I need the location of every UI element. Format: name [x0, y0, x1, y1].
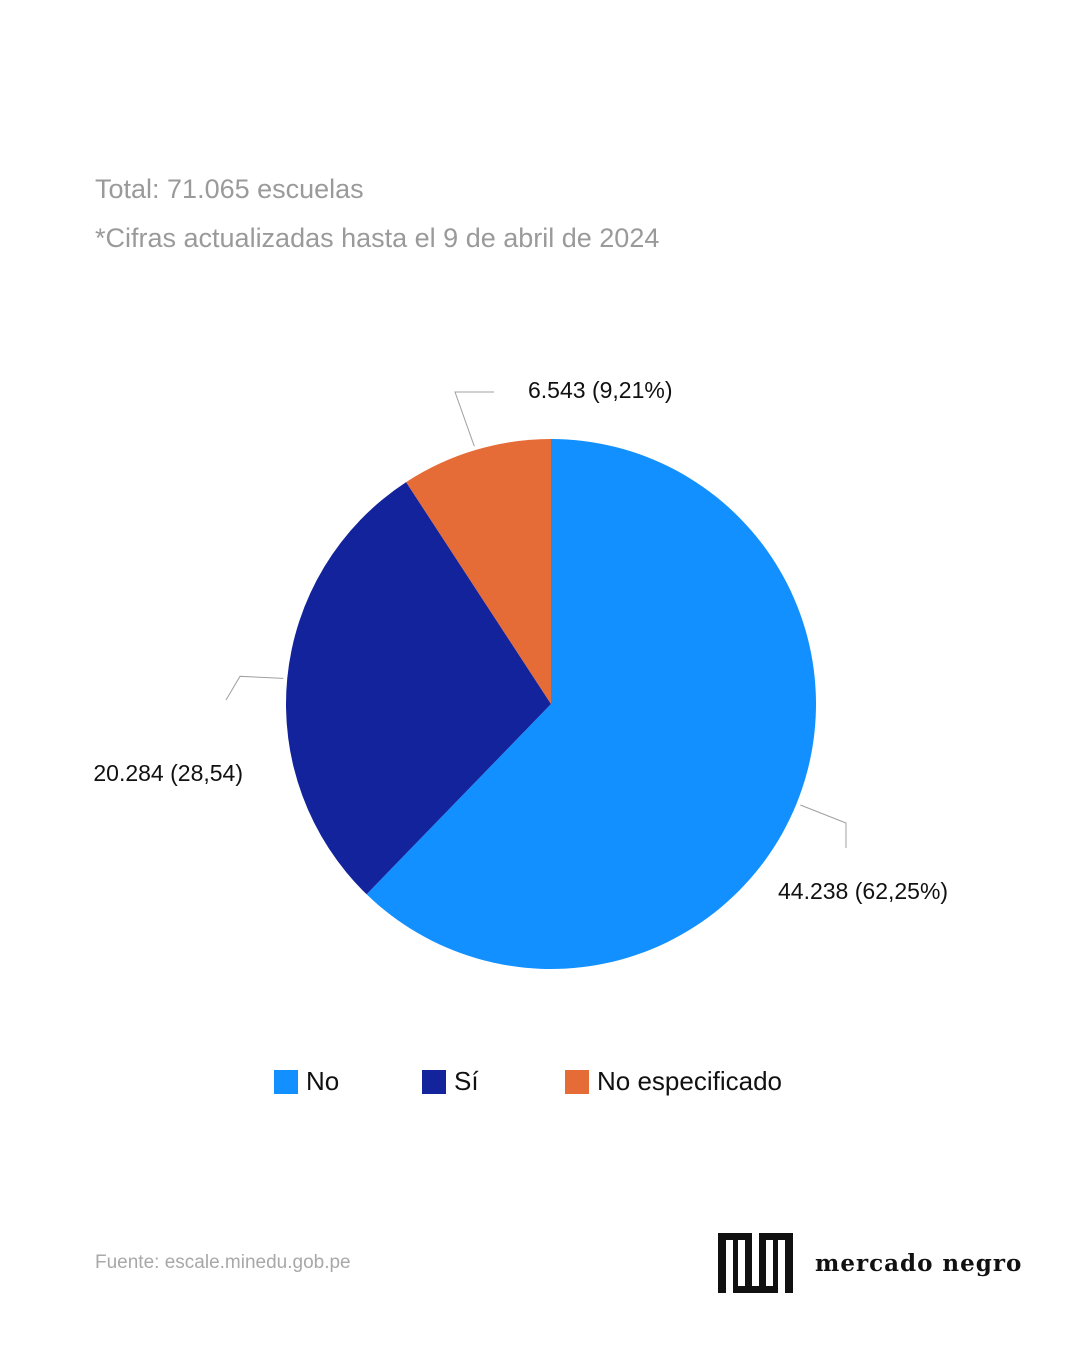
- pie-chart: 44.238 (62,25%) 20.284 (28,54) 6.543 (9,21…: [93, 377, 948, 970]
- slice-no: [366, 439, 817, 970]
- legend-label-no-especificado: No especificado: [597, 1066, 782, 1096]
- mercado-negro-logo-icon: [718, 1233, 793, 1293]
- leader-line-no-especificado: [454, 391, 494, 447]
- legend: No Sí No especificado: [0, 1066, 1080, 1106]
- brand-logo: mercado negro: [718, 1233, 1022, 1293]
- slice-no-especificado: [406, 439, 551, 704]
- leader-line-si: [225, 675, 284, 701]
- brand-name: mercado negro: [815, 1249, 1023, 1277]
- legend-label-no: No: [306, 1066, 340, 1096]
- leader-line-no: [800, 804, 847, 848]
- legend-label-si: Sí: [454, 1066, 479, 1096]
- legend-item-si: Sí: [422, 1066, 479, 1097]
- legend-item-no-especificado: No especificado: [565, 1066, 782, 1097]
- total-subtitle: Total: 71.065 escuelas: [95, 174, 364, 204]
- source-note: Fuente: escale.minedu.gob.pe: [95, 1252, 351, 1273]
- slice-si: [286, 482, 551, 895]
- legend-swatch-no: [274, 1069, 298, 1094]
- data-label-si: 20.284 (28,54): [93, 760, 243, 786]
- update-note: *Cifras actualizadas hasta el 9 de abril…: [95, 223, 660, 253]
- legend-item-no: No: [274, 1066, 339, 1097]
- legend-swatch-no-especificado: [565, 1069, 589, 1094]
- data-label-no: 44.238 (62,25%): [778, 878, 948, 904]
- data-label-no-especificado: 6.543 (9,21%): [528, 377, 672, 403]
- legend-swatch-si: [422, 1069, 446, 1094]
